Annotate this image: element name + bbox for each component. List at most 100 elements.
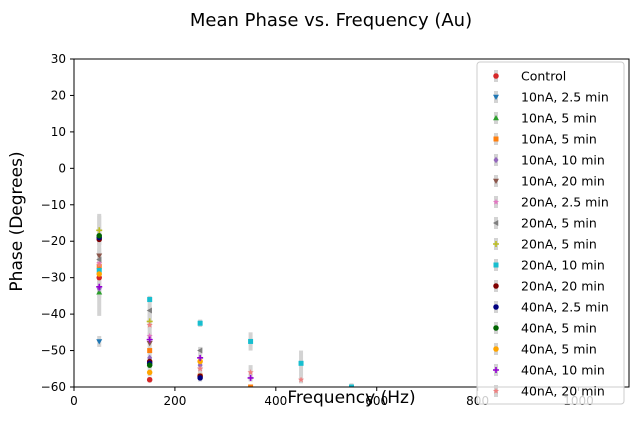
x-tick-label: 400 — [264, 394, 287, 408]
data-point — [248, 384, 254, 387]
legend-label: 20nA, 10 min — [521, 258, 605, 273]
data-point — [146, 362, 153, 368]
data-point — [349, 384, 354, 387]
legend-entry: 20nA, 5 min — [493, 216, 597, 231]
data-point — [96, 233, 102, 239]
plot-frame — [73, 58, 630, 388]
legend-entry: 10nA, 2.5 min — [493, 90, 609, 105]
y-tick-label: −60 — [41, 380, 66, 394]
legend-label: 40nA, 2.5 min — [521, 300, 609, 315]
data-point — [197, 358, 203, 365]
legend-entry: 20nA, 5 min — [493, 237, 597, 252]
legend-entry: 40nA, 20 min — [492, 384, 605, 399]
legend-label: 20nA, 5 min — [521, 216, 597, 231]
y-tick-label: −10 — [41, 198, 66, 212]
legend-label: 40nA, 20 min — [521, 384, 605, 399]
data-point — [96, 264, 102, 270]
x-axis-label: Frequency (Hz) — [287, 388, 415, 408]
legend-entry: 10nA, 5 min — [493, 132, 597, 147]
legend-marker — [493, 346, 499, 352]
legend-marker — [493, 178, 499, 184]
y-tick-label: −20 — [41, 234, 66, 248]
data-point — [297, 376, 305, 383]
legend-label: 10nA, 10 min — [521, 153, 605, 168]
legend-entry: Control — [493, 69, 566, 84]
data-point — [146, 332, 153, 339]
data-point — [146, 321, 153, 328]
legend-label: 20nA, 20 min — [521, 279, 605, 294]
data-point — [146, 307, 152, 314]
data-point — [96, 283, 103, 290]
legend-label: 20nA, 5 min — [521, 237, 597, 252]
x-tick-label: 0 — [70, 394, 78, 408]
data-point — [248, 338, 254, 344]
legend-label: 20nA, 2.5 min — [521, 195, 609, 210]
legend-marker — [493, 304, 499, 310]
data-point — [96, 289, 103, 295]
data-point — [96, 261, 103, 268]
legend-entry: 40nA, 5 min — [493, 321, 597, 336]
y-tick-label: 20 — [51, 88, 66, 102]
legend-entry: 20nA, 10 min — [493, 258, 605, 273]
legend-label: 40nA, 5 min — [521, 321, 597, 336]
legend-marker — [493, 220, 499, 226]
y-tick-label: 0 — [58, 161, 66, 175]
legend-marker — [493, 136, 499, 142]
legend-label: 10nA, 5 min — [521, 132, 597, 147]
legend-label: 40nA, 10 min — [521, 363, 605, 378]
legend: Control 10nA, 2.5 min 10nA, 5 min 10nA, 5 m… — [476, 61, 625, 405]
legend-label: Control — [521, 69, 566, 84]
legend-entry: 10nA, 20 min — [493, 174, 605, 189]
data-point — [146, 369, 153, 376]
legend-marker — [493, 115, 499, 121]
legend-marker — [492, 198, 500, 205]
plot-area — [96, 213, 354, 387]
legend-entry: 40nA, 5 min — [493, 342, 597, 357]
y-tick-label: 30 — [51, 52, 66, 66]
legend-entry: 40nA, 10 min — [493, 363, 605, 378]
y-tick-label: −50 — [41, 344, 66, 358]
legend-entry: 20nA, 20 min — [493, 279, 605, 294]
legend-marker — [493, 325, 499, 331]
legend-entry: 40nA, 2.5 min — [493, 300, 609, 315]
legend-entry: 10nA, 10 min — [493, 153, 605, 168]
legend-marker — [492, 387, 500, 394]
error-bars — [97, 213, 354, 387]
data-point — [96, 267, 102, 273]
data-point — [197, 365, 204, 372]
legend-label: 10nA, 20 min — [521, 174, 605, 189]
y-tick-label: −30 — [41, 271, 66, 285]
data-point — [247, 374, 254, 381]
data-point — [146, 336, 153, 343]
y-axis-label: Phase (Degrees) — [7, 151, 27, 291]
data-point — [146, 341, 153, 347]
data-point — [197, 320, 203, 326]
data-point — [96, 256, 102, 263]
data-point — [96, 227, 103, 234]
y-tick-label: 10 — [51, 125, 66, 139]
legend-label: 10nA, 2.5 min — [521, 90, 609, 105]
legend-marker — [493, 73, 499, 79]
data-point — [197, 375, 203, 381]
data-point — [147, 348, 153, 354]
legend-marker — [493, 94, 499, 100]
legend-marker — [493, 241, 499, 247]
legend-marker — [493, 262, 499, 268]
legend-marker — [493, 283, 499, 289]
y-tick-label: −40 — [41, 307, 66, 321]
data-point — [247, 369, 254, 376]
legend-label: 40nA, 5 min — [521, 342, 597, 357]
chart-title: Mean Phase vs. Frequency (Au) — [190, 10, 472, 31]
data-point — [146, 376, 153, 383]
legend-entry: 20nA, 2.5 min — [492, 195, 609, 210]
legend-entry: 10nA, 5 min — [493, 111, 597, 126]
x-tick-label: 600 — [365, 394, 388, 408]
data-point — [298, 360, 304, 366]
legend-marker — [493, 156, 499, 164]
x-tick-label: 200 — [163, 394, 186, 408]
data-point — [96, 339, 103, 345]
data-point — [197, 354, 204, 361]
data-points — [96, 227, 354, 387]
legend-marker — [493, 367, 499, 373]
